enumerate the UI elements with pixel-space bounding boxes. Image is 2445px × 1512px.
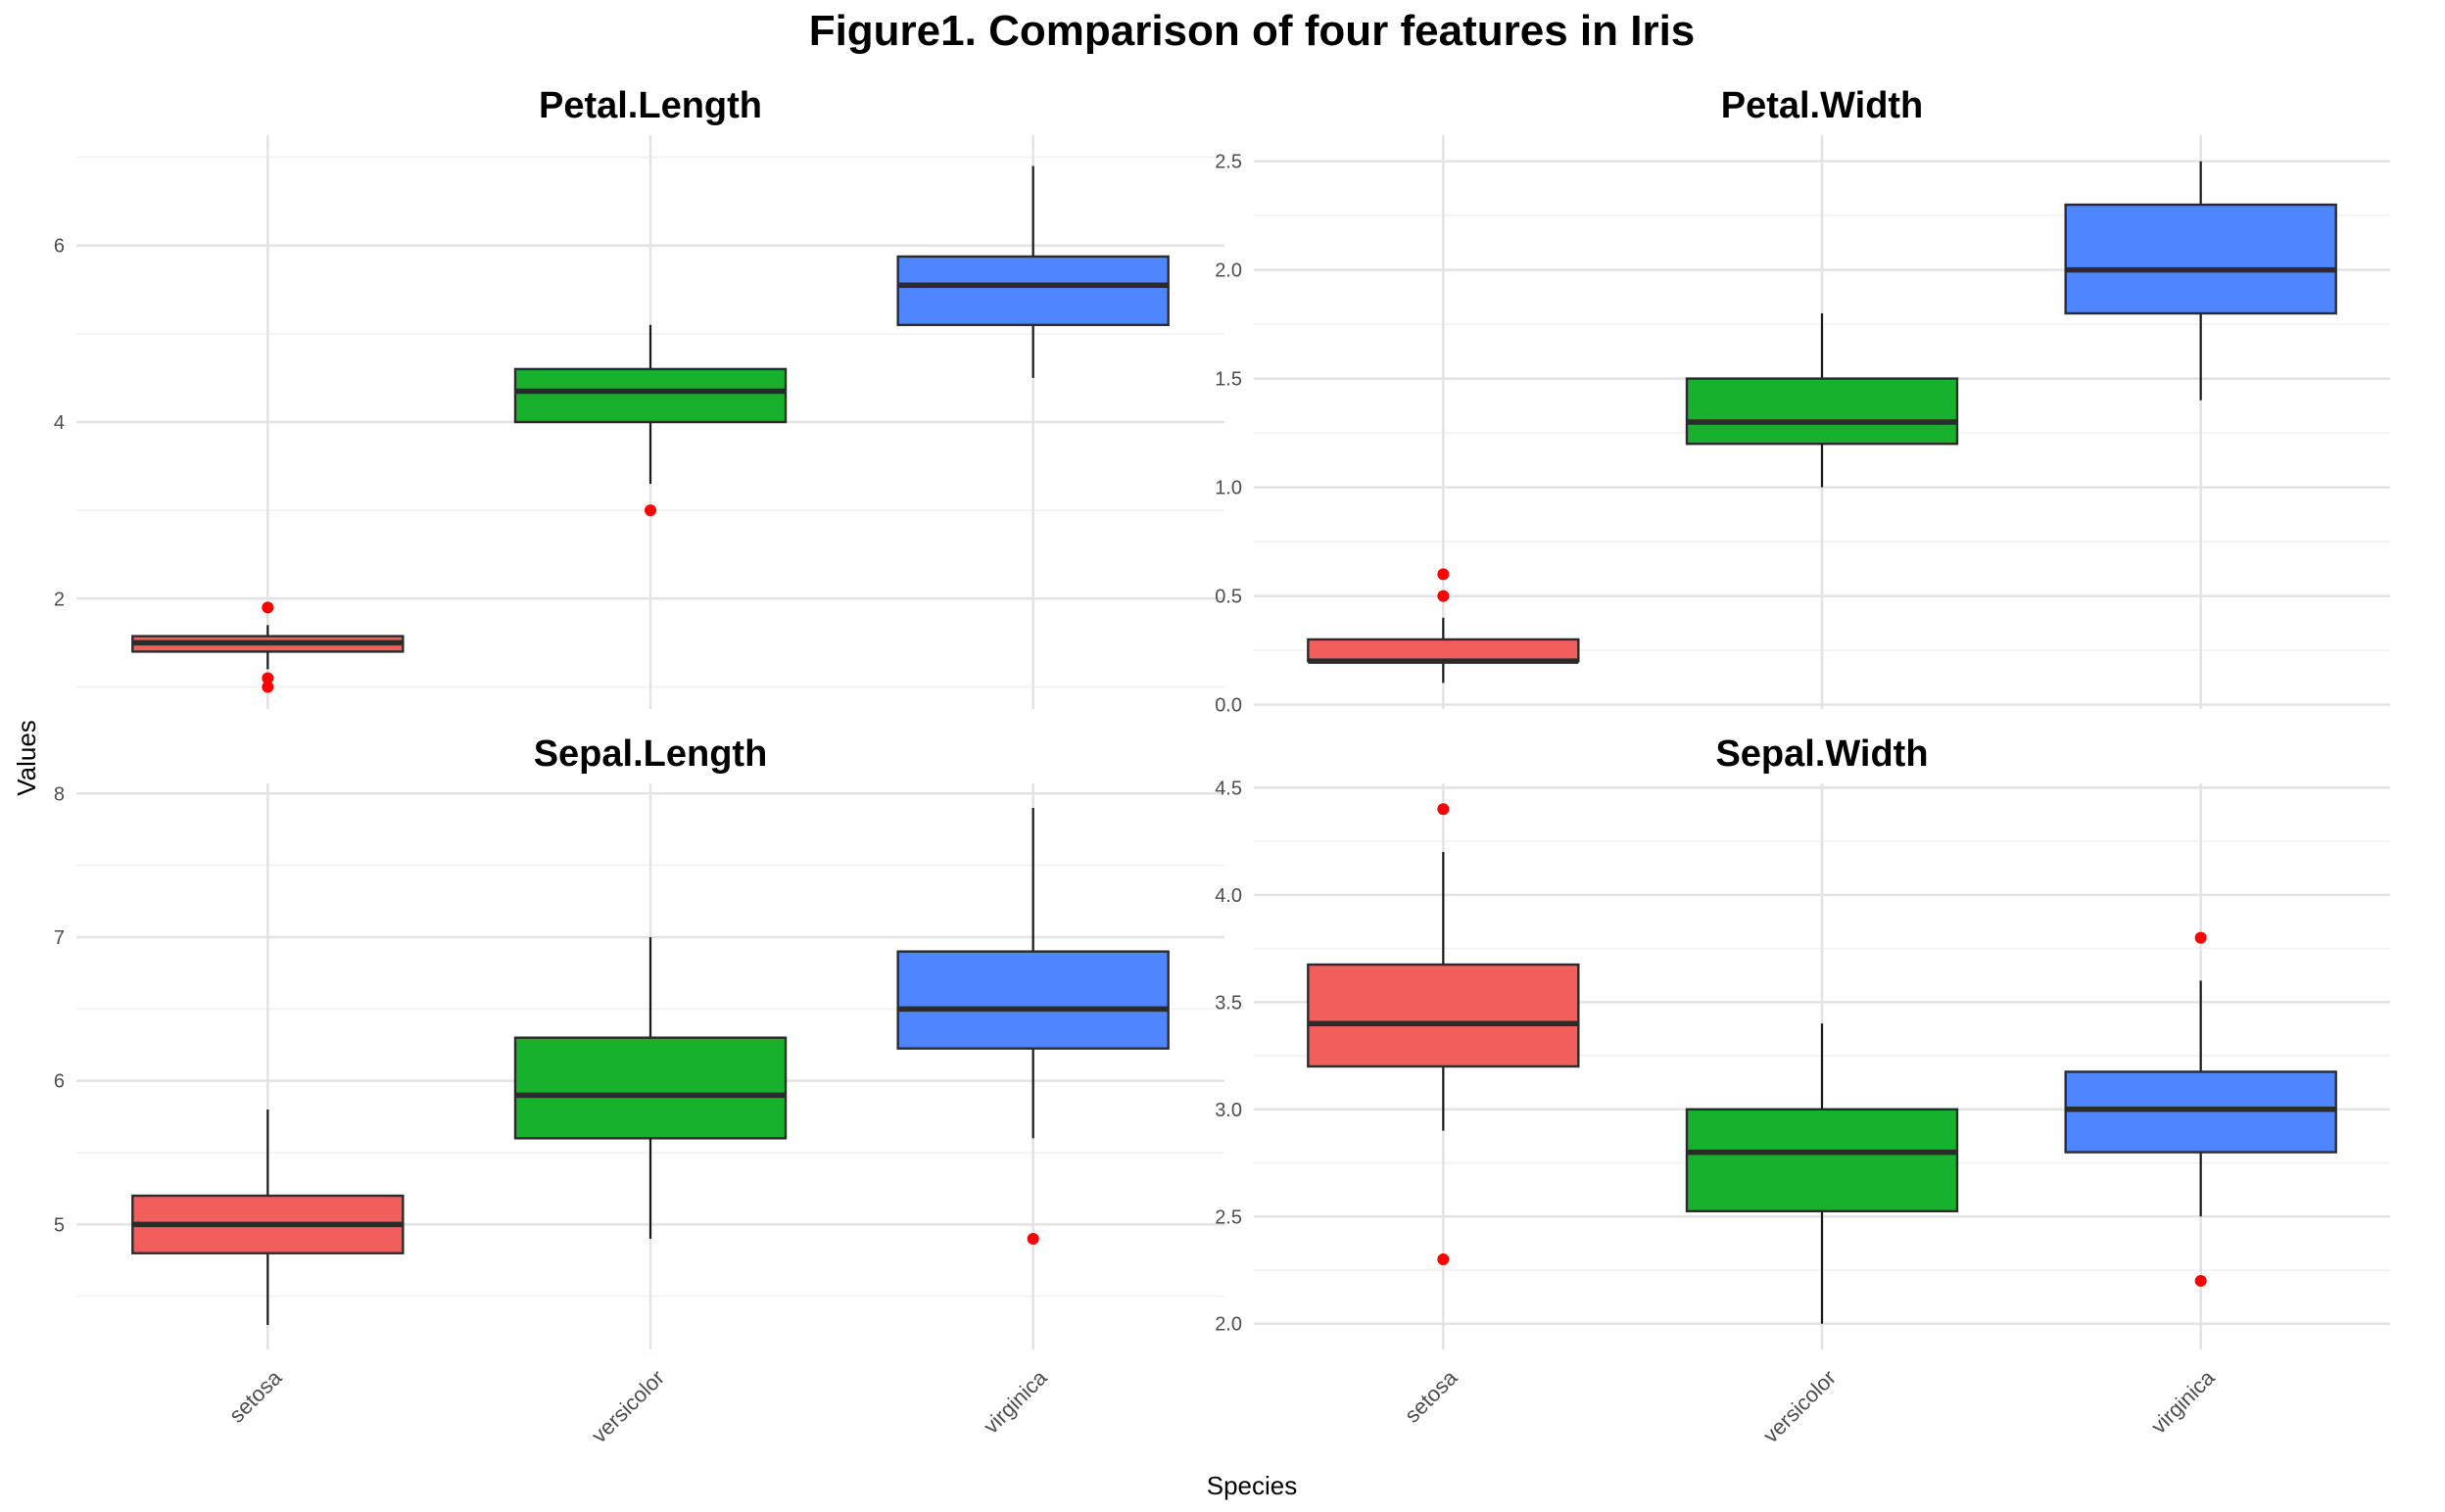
box-setosa <box>131 601 405 693</box>
y-axis-title: Values <box>12 720 41 796</box>
y-tick-label: 5 <box>54 1214 65 1236</box>
panel-title: Petal.Width <box>1721 85 1924 126</box>
outlier-point <box>2194 1274 2207 1287</box>
outlier-point <box>645 504 656 517</box>
y-tick-label: 3.5 <box>1215 992 1242 1014</box>
outlier-point <box>1027 1233 1039 1246</box>
box-versicolor <box>1685 313 1959 488</box>
y-tick-label: 1.5 <box>1215 369 1242 391</box>
y-tick-label: 0.5 <box>1215 587 1242 608</box>
chart-title: Figure1. Comparison of four features in … <box>809 7 1696 55</box>
y-tick-label: 3.0 <box>1215 1100 1242 1121</box>
outlier-point <box>2194 931 2207 944</box>
y-tick-label: 1.0 <box>1215 478 1242 499</box>
box-versicolor <box>513 324 788 517</box>
y-tick-label: 6 <box>54 1071 65 1093</box>
box-iqr <box>513 367 788 424</box>
y-tick-label: 2.5 <box>1215 152 1242 173</box>
panel-petal-width: 0.0 0.5 1.0 1.5 2.0 2.5 Petal.Width <box>1215 85 2390 717</box>
x-axis-title: Species <box>1207 1471 1298 1500</box>
box-virginica <box>896 165 1170 378</box>
y-tick-label: 6 <box>54 236 65 258</box>
box-iqr <box>1307 963 1580 1068</box>
box-versicolor <box>1685 1023 1959 1324</box>
panel-petal-length: 2 4 6 Petal.Length <box>54 85 1224 709</box>
panel-title: Petal.Length <box>539 85 762 126</box>
y-tick-label: 4 <box>54 412 65 434</box>
panel-title: Sepal.Width <box>1715 733 1928 775</box>
y-tick-label: 2.0 <box>1215 1314 1242 1336</box>
box-setosa <box>1307 568 1580 684</box>
outlier-point <box>1437 568 1450 581</box>
box-setosa <box>131 1110 405 1326</box>
outlier-point <box>262 681 274 693</box>
box-virginica <box>2064 931 2337 1287</box>
box-iqr <box>1685 377 1959 446</box>
box-iqr <box>2064 203 2337 315</box>
y-tick-label: 7 <box>54 927 65 949</box>
box-iqr <box>896 950 1170 1050</box>
box-iqr <box>1307 638 1580 663</box>
outlier-point <box>1437 803 1450 816</box>
outlier-point <box>262 672 274 685</box>
box-iqr <box>1685 1108 1959 1212</box>
y-tick-label: 2.5 <box>1215 1206 1242 1228</box>
box-iqr <box>896 255 1170 327</box>
y-tick-label: 2 <box>54 589 65 610</box>
box-versicolor <box>513 936 788 1240</box>
box-virginica <box>896 807 1170 1246</box>
outlier-point <box>1437 590 1450 602</box>
y-tick-label: 4.5 <box>1215 778 1242 799</box>
panel-title: Sepal.Length <box>534 733 768 775</box>
y-tick-label: 0.0 <box>1215 695 1242 717</box>
y-tick-label: 8 <box>54 783 65 805</box>
box-setosa <box>1307 803 1580 1266</box>
y-tick-label: 4.0 <box>1215 885 1242 907</box>
box-virginica <box>2064 161 2337 401</box>
box-iqr <box>513 1036 788 1140</box>
y-tick-label: 2.0 <box>1215 260 1242 282</box>
outlier-point <box>262 601 274 614</box>
outlier-point <box>1437 1253 1450 1266</box>
